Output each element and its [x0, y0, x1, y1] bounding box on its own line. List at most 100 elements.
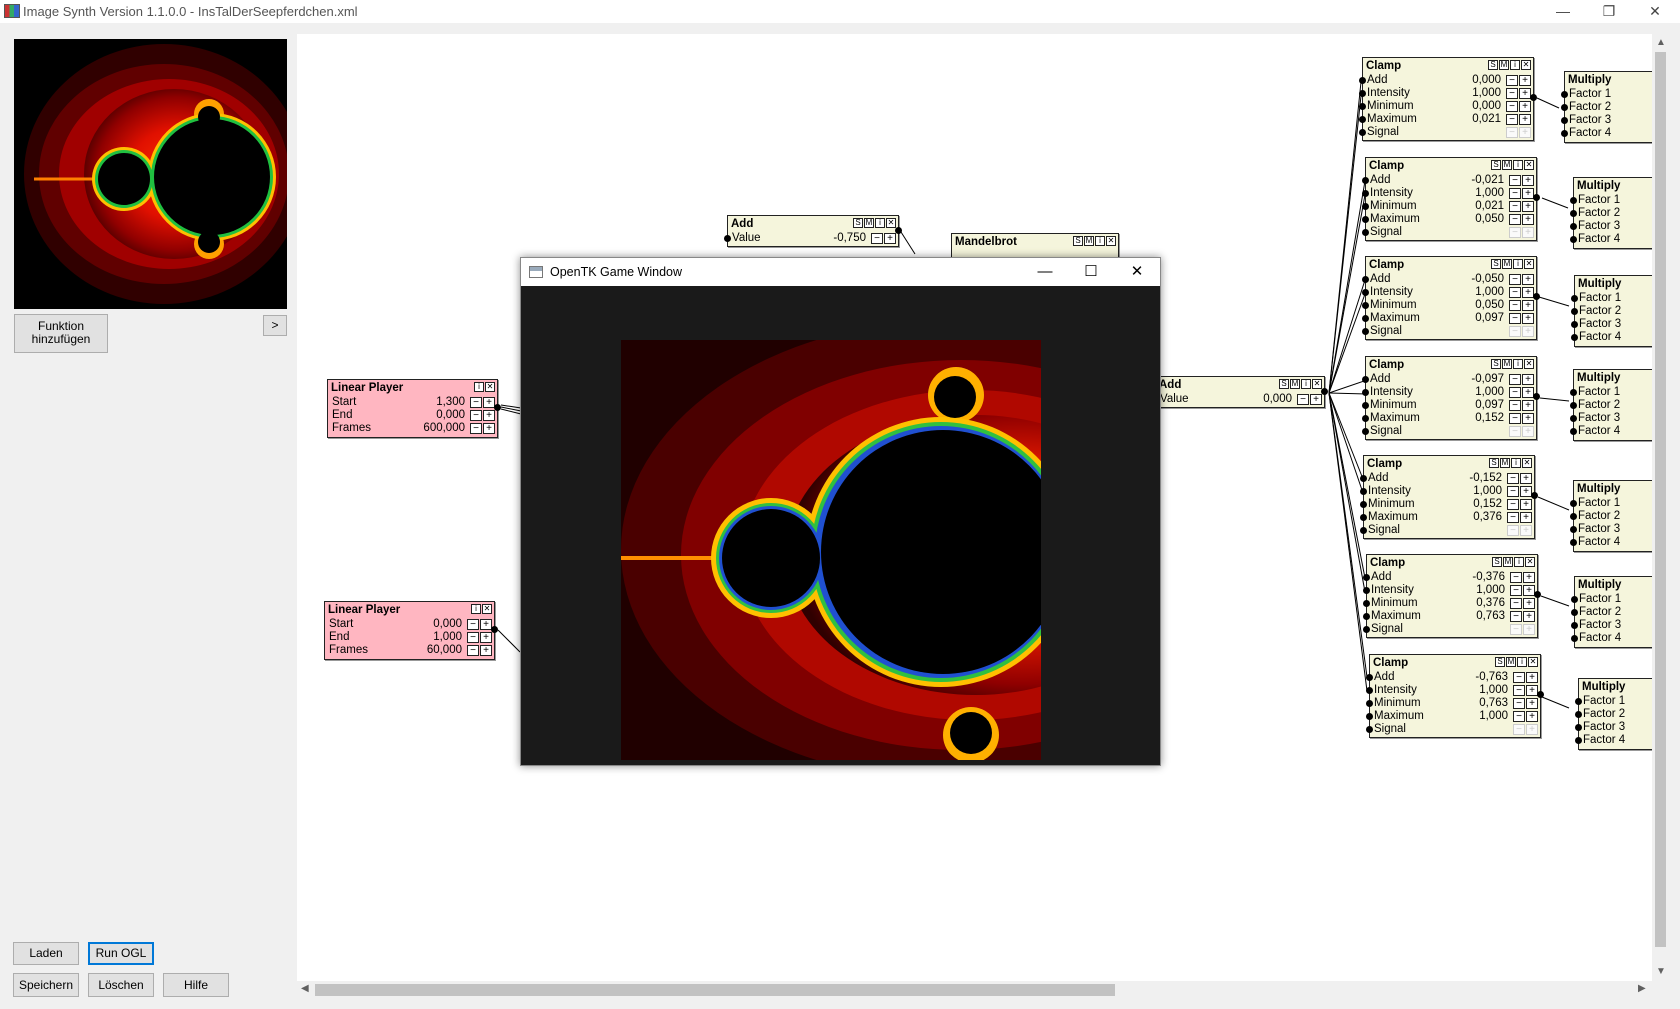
intensity-field[interactable]: 1,000 [1473, 485, 1502, 497]
close-node-button[interactable]: ✕ [482, 604, 492, 614]
m-button[interactable]: M [1502, 160, 1512, 170]
save-button[interactable]: Speichern [13, 973, 79, 997]
input-port[interactable] [1571, 321, 1578, 328]
input-port[interactable] [1366, 687, 1373, 694]
input-port[interactable] [1363, 626, 1370, 633]
add-field[interactable]: -0,050 [1471, 273, 1504, 285]
input-port[interactable] [1575, 711, 1582, 718]
close-node-button[interactable]: ✕ [1524, 160, 1534, 170]
increment-button[interactable]: + [1523, 624, 1535, 635]
game-minimize-button[interactable]: — [1037, 263, 1053, 280]
input-port[interactable] [1360, 527, 1367, 534]
increment-button[interactable]: + [480, 632, 492, 643]
info-button[interactable]: i [1513, 160, 1523, 170]
info-button[interactable]: i [1301, 379, 1311, 389]
output-port[interactable] [491, 626, 498, 633]
input-port[interactable] [1362, 216, 1369, 223]
add-function-button[interactable]: Funktion hinzufügen [14, 314, 108, 353]
multiply-node[interactable]: Multiply Factor 1 Factor 2 Factor 3 Factor 4 [1571, 576, 1652, 648]
decrement-button[interactable]: − [470, 397, 482, 408]
decrement-button[interactable]: − [1509, 300, 1521, 311]
add-field[interactable]: 0,000 [1472, 74, 1501, 86]
delete-button[interactable]: Löschen [88, 973, 154, 997]
decrement-button[interactable]: − [1509, 387, 1521, 398]
info-button[interactable]: i [1510, 60, 1520, 70]
output-port[interactable] [895, 227, 902, 234]
maximum-field[interactable]: 0,050 [1475, 213, 1504, 225]
input-port[interactable] [1570, 539, 1577, 546]
decrement-button[interactable]: − [470, 410, 482, 421]
input-port[interactable] [1570, 223, 1577, 230]
help-button[interactable]: Hilfe [163, 973, 229, 997]
decrement-button[interactable]: − [467, 645, 479, 656]
multiply-node[interactable]: Multiply Factor 1 Factor 2 Factor 3 Factor 4 [1571, 275, 1652, 347]
decrement-button[interactable]: − [1509, 201, 1521, 212]
intensity-field[interactable]: 1,000 [1472, 87, 1501, 99]
increment-button[interactable]: + [1523, 572, 1535, 583]
m-button[interactable]: M [1500, 458, 1510, 468]
input-port[interactable] [1570, 500, 1577, 507]
input-port[interactable] [1360, 475, 1367, 482]
input-port[interactable] [1575, 724, 1582, 731]
intensity-field[interactable]: 1,000 [1479, 684, 1508, 696]
input-port[interactable] [1571, 609, 1578, 616]
frames-field[interactable]: 60,000 [426, 644, 462, 656]
maximum-field[interactable]: 0,021 [1472, 113, 1501, 125]
multiply-node[interactable]: Multiply Factor 1 Factor 2 Factor 3 Factor 4 [1570, 177, 1652, 249]
increment-button[interactable]: + [884, 233, 896, 244]
input-port[interactable] [1561, 130, 1568, 137]
decrement-button[interactable]: − [1513, 698, 1525, 709]
close-node-button[interactable]: ✕ [1525, 557, 1535, 567]
info-button[interactable]: i [474, 382, 484, 392]
decrement-button[interactable]: − [1510, 585, 1522, 596]
input-port[interactable] [1362, 302, 1369, 309]
m-button[interactable]: M [1499, 60, 1509, 70]
decrement-button[interactable]: − [1509, 214, 1521, 225]
vertical-scroll-thumb[interactable] [1655, 52, 1666, 947]
input-port[interactable] [1360, 501, 1367, 508]
decrement-button[interactable]: − [1509, 374, 1521, 385]
game-window-titlebar[interactable]: OpenTK Game Window — ☐ ✕ [521, 258, 1160, 286]
input-port[interactable] [1360, 488, 1367, 495]
m-button[interactable]: M [1502, 259, 1512, 269]
input-port[interactable] [1359, 90, 1366, 97]
close-node-button[interactable]: ✕ [1524, 359, 1534, 369]
increment-button[interactable]: + [1520, 512, 1532, 523]
input-port[interactable] [1571, 596, 1578, 603]
input-port[interactable] [1363, 587, 1370, 594]
decrement-button[interactable]: − [1506, 127, 1518, 138]
input-port[interactable] [1362, 415, 1369, 422]
increment-button[interactable]: + [1522, 287, 1534, 298]
s-button[interactable]: S [1492, 557, 1502, 567]
increment-button[interactable]: + [480, 619, 492, 630]
decrement-button[interactable]: − [1510, 611, 1522, 622]
increment-button[interactable]: + [1523, 611, 1535, 622]
increment-button[interactable]: + [1522, 175, 1534, 186]
decrement-button[interactable]: − [1513, 724, 1525, 735]
output-port[interactable] [494, 404, 501, 411]
output-port[interactable] [1537, 691, 1544, 698]
increment-button[interactable]: + [1522, 214, 1534, 225]
input-port[interactable] [1366, 700, 1373, 707]
value-field[interactable]: 0,000 [1263, 393, 1292, 405]
s-button[interactable]: S [1073, 236, 1083, 246]
decrement-button[interactable]: − [1507, 499, 1519, 510]
add-field[interactable]: -0,763 [1475, 671, 1508, 683]
increment-button[interactable]: + [483, 397, 495, 408]
output-port[interactable] [1533, 293, 1540, 300]
input-port[interactable] [1362, 315, 1369, 322]
decrement-button[interactable]: − [1506, 88, 1518, 99]
multiply-node[interactable]: Multiply Factor 1 Factor 2 Factor 3 Factor 4 [1570, 480, 1652, 552]
increment-button[interactable]: + [1523, 585, 1535, 596]
increment-button[interactable]: + [1523, 598, 1535, 609]
start-field[interactable]: 0,000 [433, 618, 462, 630]
s-button[interactable]: S [1495, 657, 1505, 667]
input-port[interactable] [1359, 77, 1366, 84]
decrement-button[interactable]: − [1509, 274, 1521, 285]
input-port[interactable] [1366, 726, 1373, 733]
output-port[interactable] [1534, 591, 1541, 598]
increment-button[interactable]: + [1520, 499, 1532, 510]
